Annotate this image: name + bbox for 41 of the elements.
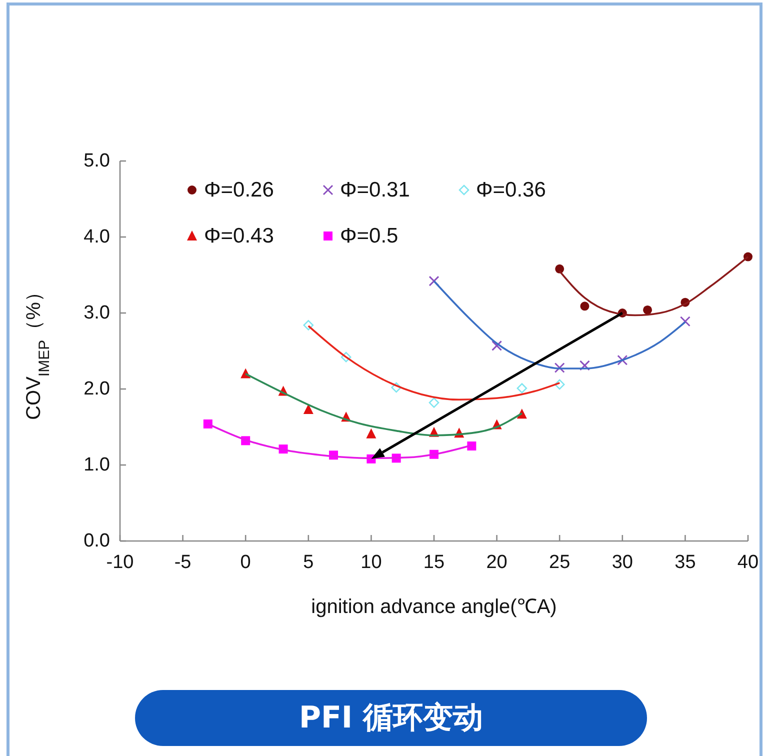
x-tick-label: 35	[674, 552, 696, 573]
x-tick-label: 5	[303, 552, 314, 573]
text: PFI 循环变动	[298, 700, 484, 736]
point	[554, 379, 565, 390]
point	[303, 320, 314, 330]
point	[366, 428, 376, 438]
x-tick-label: 30	[612, 552, 633, 573]
point	[579, 360, 590, 371]
point	[580, 302, 590, 311]
point	[340, 352, 352, 362]
y-tick-label: 5.0	[84, 150, 110, 172]
legend-label: Φ=0.31	[340, 178, 410, 202]
x-tick-label: 20	[486, 552, 508, 573]
point	[555, 264, 564, 274]
point	[643, 305, 652, 314]
legend-label: Φ=0.43	[204, 224, 274, 248]
x-tick-label: -5	[174, 552, 192, 573]
x-tick-label: -10	[106, 552, 134, 573]
line-series	[433, 280, 686, 370]
point	[554, 362, 565, 373]
y-tick-label: 0.0	[84, 530, 110, 552]
point	[391, 382, 402, 393]
y-tick-label: 3.0	[84, 302, 110, 324]
legend-label: Φ=0.26	[204, 178, 274, 202]
point	[492, 340, 502, 351]
y-tick-label: 4.0	[84, 226, 110, 248]
y-tick-label: 2.0	[84, 378, 110, 400]
y-tick-label: 1.0	[84, 454, 110, 476]
legend-label: Φ=0.5	[340, 224, 398, 248]
x-tick-label: 15	[423, 552, 445, 573]
point	[428, 398, 440, 408]
point	[680, 316, 690, 327]
x-tick-label: 40	[737, 552, 759, 573]
x-axis-title: ignition advance angle(℃A)	[311, 596, 557, 618]
point	[617, 354, 628, 366]
legend-label: Φ=0.36	[476, 178, 546, 202]
x-tick-label: 25	[549, 552, 570, 573]
point	[303, 404, 314, 414]
x-tick-label: 0	[240, 552, 251, 573]
x-tick-label: 10	[360, 552, 382, 573]
point	[516, 383, 528, 394]
